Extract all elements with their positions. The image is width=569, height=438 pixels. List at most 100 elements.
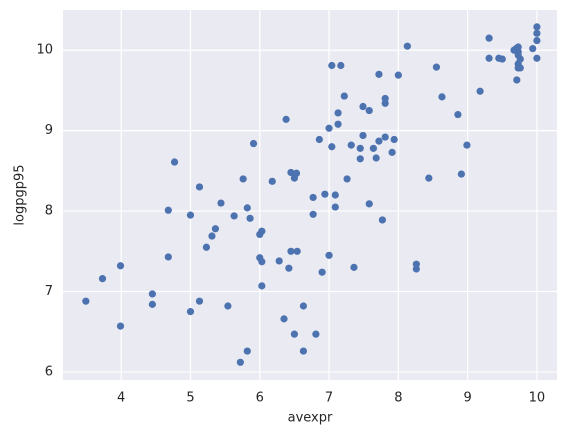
point: [148, 290, 156, 298]
point: [275, 257, 283, 265]
point: [365, 200, 373, 208]
point: [388, 148, 396, 156]
point: [513, 76, 521, 84]
x-tick-label: 6: [256, 391, 264, 406]
point: [116, 262, 125, 270]
point: [318, 268, 326, 276]
point: [381, 133, 389, 141]
point: [312, 330, 320, 338]
point: [285, 264, 293, 272]
point: [369, 144, 377, 152]
point: [350, 263, 358, 271]
point: [195, 297, 204, 305]
point: [236, 358, 244, 366]
point: [186, 211, 195, 219]
point: [239, 175, 247, 183]
point: [309, 210, 317, 218]
point: [356, 144, 364, 152]
y-tick-label: 7: [45, 284, 53, 299]
point: [287, 168, 295, 177]
point: [359, 102, 367, 111]
point: [485, 34, 493, 42]
point: [514, 43, 522, 51]
point: [337, 61, 345, 70]
point: [390, 135, 398, 144]
point: [299, 302, 308, 310]
y-tick-label: 9: [45, 123, 53, 138]
point: [381, 99, 389, 107]
point: [116, 322, 125, 330]
x-tick-label: 8: [394, 391, 402, 406]
point: [412, 265, 420, 273]
point: [533, 54, 541, 62]
point: [268, 177, 276, 185]
point: [164, 253, 172, 261]
point: [82, 297, 90, 305]
point: [331, 191, 339, 199]
point: [280, 315, 288, 323]
plot-area: [63, 10, 557, 380]
point: [529, 45, 537, 53]
y-tick-label: 8: [45, 204, 53, 219]
point: [375, 70, 383, 78]
point: [208, 232, 216, 240]
point: [230, 212, 238, 220]
point: [359, 131, 367, 140]
point: [195, 183, 204, 191]
point: [243, 347, 251, 355]
x-axis-label: avexpr: [288, 411, 333, 426]
point: [293, 247, 301, 255]
point: [463, 141, 471, 149]
point: [485, 54, 493, 62]
point: [378, 216, 387, 224]
x-tick-label: 4: [117, 391, 125, 406]
point: [98, 275, 107, 283]
point: [290, 330, 299, 338]
point: [340, 92, 348, 100]
point: [325, 251, 333, 259]
point: [258, 282, 266, 290]
point: [224, 302, 232, 310]
point: [432, 63, 441, 71]
point: [372, 154, 380, 162]
point: [331, 203, 339, 211]
point: [347, 141, 355, 149]
point: [365, 106, 373, 115]
point: [211, 225, 220, 233]
point: [325, 124, 333, 132]
point: [533, 23, 541, 31]
point: [243, 204, 251, 212]
point: [249, 139, 258, 148]
x-tick-label: 9: [463, 391, 471, 406]
point: [299, 347, 308, 355]
point: [246, 214, 254, 222]
point: [343, 175, 351, 183]
point: [454, 110, 462, 119]
point: [356, 155, 364, 163]
point: [375, 137, 383, 145]
point: [516, 64, 524, 72]
point: [476, 87, 484, 95]
point: [148, 300, 156, 308]
point: [315, 135, 323, 144]
point: [164, 206, 172, 214]
x-tick-label: 7: [325, 391, 333, 406]
x-tick-label: 10: [529, 391, 546, 406]
point: [403, 42, 411, 50]
x-tick-label: 5: [186, 391, 194, 406]
y-tick-label: 6: [45, 364, 53, 379]
point: [533, 36, 541, 45]
point: [258, 258, 266, 266]
point: [394, 71, 402, 79]
point: [498, 55, 506, 63]
point: [328, 143, 336, 151]
point: [217, 199, 225, 207]
point: [309, 193, 317, 202]
point: [258, 227, 266, 235]
point: [287, 247, 295, 255]
point: [425, 174, 433, 182]
point: [516, 55, 524, 63]
point: [292, 169, 301, 177]
point: [334, 109, 342, 117]
